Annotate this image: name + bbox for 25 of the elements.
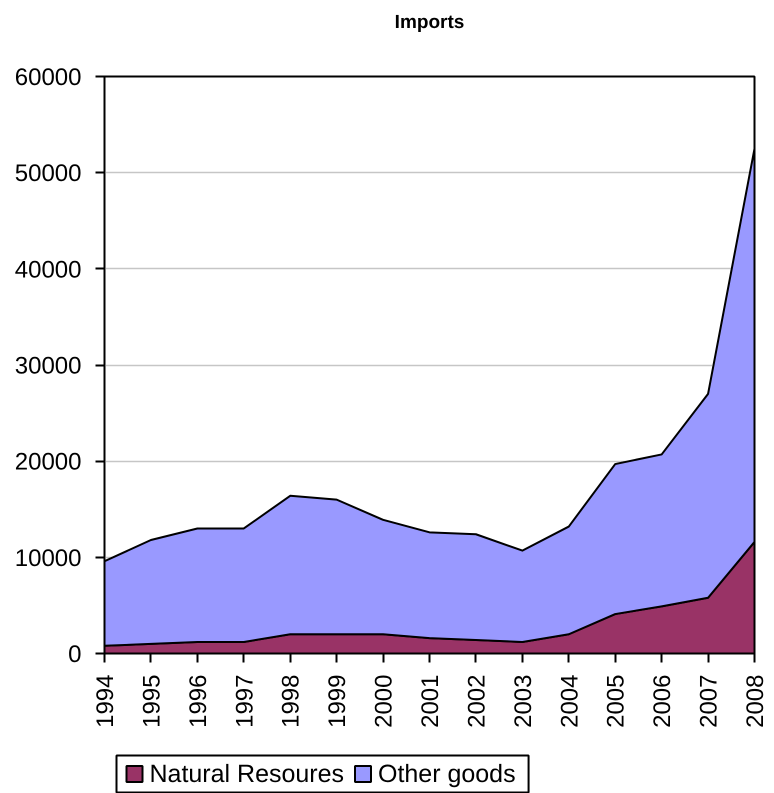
x-tick-label: 1997 [231, 674, 258, 728]
x-tick-label: 2008 [742, 674, 769, 728]
x-tick-label: 2004 [556, 674, 584, 728]
x-tick-label: 1996 [184, 674, 212, 728]
x-tick-label: 1999 [324, 674, 352, 728]
x-tick-label: 2002 [463, 674, 490, 728]
x-tick-label: 2001 [417, 674, 444, 728]
y-tick-label: 50000 [14, 160, 82, 188]
y-tick-label: 40000 [14, 256, 82, 284]
x-tick-label: 2005 [602, 674, 630, 728]
legend-label: Natural Resoures [150, 760, 344, 788]
x-tick-label: 2006 [649, 674, 676, 728]
x-tick-label: 2000 [370, 674, 398, 728]
y-tick-label: 10000 [14, 544, 82, 572]
y-tick-label: 0 [68, 641, 82, 668]
x-tick-label: 2003 [510, 674, 537, 728]
x-tick-label: 1994 [92, 674, 119, 728]
y-tick-label: 60000 [14, 64, 82, 91]
y-tick-label: 20000 [14, 448, 82, 476]
x-tick-label: 2007 [696, 674, 723, 728]
chart-title: Imports [394, 12, 464, 33]
x-tick-label: 1995 [138, 674, 166, 728]
legend-label: Other goods [378, 760, 516, 788]
y-tick-label: 30000 [14, 352, 82, 380]
x-tick-label: 1998 [278, 674, 305, 728]
